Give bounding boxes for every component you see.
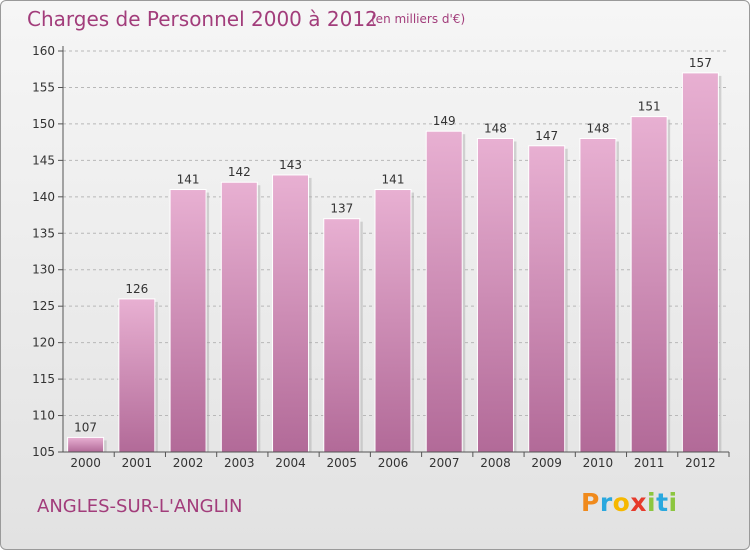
logo-letter: o [612,488,631,517]
x-tick-label: 2009 [531,456,562,470]
bar-value-label: 142 [228,165,251,179]
bar-value-label: 147 [535,129,558,143]
y-tick-label: 125 [32,299,55,313]
x-tick-label: 2007 [429,456,460,470]
logo-letter: i [668,488,678,517]
y-tick-label: 130 [32,263,55,277]
y-tick-label: 160 [32,44,55,58]
chart-title: Charges de Personnel 2000 à 2012 [27,7,378,31]
x-tick-label: 2001 [122,456,153,470]
y-tick-label: 140 [32,190,55,204]
logo-letter: i [647,488,657,517]
bar [323,218,361,453]
y-tick-label: 120 [32,336,55,350]
bar [681,72,719,453]
bar-value-label: 137 [330,202,353,216]
bar [374,189,412,453]
bar [272,174,310,453]
logo-letter: t [656,488,669,517]
bar [630,116,668,453]
logo-letter: r [599,488,613,517]
commune-name: ANGLES-SUR-L'ANGLIN [37,496,243,517]
bar [528,145,566,453]
x-tick-label: 2002 [173,456,204,470]
y-tick-label: 105 [32,445,55,459]
y-tick-label: 135 [32,226,55,240]
bar-value-label: 148 [484,121,507,135]
x-tick-label: 2012 [685,456,716,470]
chart-subtitle: (en milliers d'€) [371,12,466,26]
y-tick-label: 145 [32,153,55,167]
bar [579,137,617,453]
bar [220,181,258,453]
bar [425,130,463,453]
bar-value-label: 126 [125,282,148,296]
x-tick-label: 2011 [634,456,665,470]
bar-value-label: 141 [382,173,405,187]
x-tick-label: 2010 [583,456,614,470]
logo-letter: P [581,488,600,517]
y-tick-label: 150 [32,117,55,131]
x-tick-label: 2005 [326,456,357,470]
bar-value-label: 143 [279,158,302,172]
bar [67,436,105,453]
bar [118,298,156,453]
axes [58,46,730,457]
bar-value-label: 107 [74,420,97,434]
y-tick-label: 115 [32,372,55,386]
bar-value-label: 148 [586,121,609,135]
x-tick-label: 2008 [480,456,511,470]
bar-value-label: 141 [177,173,200,187]
x-tick-label: 2004 [275,456,306,470]
bar [169,189,207,453]
bar-value-label: 151 [638,100,661,114]
labels: 105 110 115 120 125 130 135 140 145 150 155 160 107 2… [32,44,716,470]
y-tick-label: 110 [32,409,55,423]
bar [476,137,514,453]
logo-letter: x [630,488,647,517]
x-tick-label: 2000 [70,456,101,470]
x-tick-label: 2003 [224,456,255,470]
bar-value-label: 157 [689,56,712,70]
bar-value-label: 149 [433,114,456,128]
proxiti-logo: Proxiti [581,488,678,517]
y-tick-label: 155 [32,80,55,94]
bars [67,72,722,453]
x-tick-label: 2006 [378,456,409,470]
